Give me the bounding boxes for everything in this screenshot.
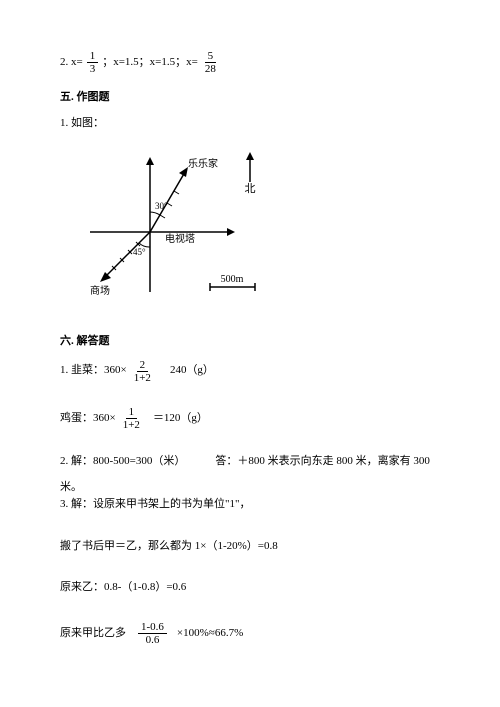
mall-line: 45° 商场: [90, 232, 150, 297]
angle30-label: 30°: [155, 201, 168, 211]
q2-frac2: 5 28: [202, 50, 219, 75]
north-arrow: 北: [245, 152, 256, 195]
sec6-q2-line1c: 米。: [60, 479, 440, 497]
sec6-q3-line4: 原来甲比乙多 1-0.6 0.6 ×100%≈66.7%: [60, 621, 440, 646]
north-label: 北: [245, 182, 256, 195]
lele-line: 乐乐家 30°: [150, 157, 218, 232]
diagram: 北 乐乐家 30°: [80, 142, 440, 319]
sec6-q1-line1: 1. 韭菜：360× 2 1+2 240（g）: [60, 359, 440, 384]
angle45-label: 45°: [133, 247, 146, 257]
q2-line: 2. x= 1 3 ；x=1.5；x=1.5；x= 5 28: [60, 50, 440, 75]
tower-label: 电视塔: [165, 232, 195, 245]
page: 2. x= 1 3 ；x=1.5；x=1.5；x= 5 28 五. 作图题 1.…: [0, 0, 500, 694]
scale: 500m: [210, 274, 255, 291]
section5-title: 五. 作图题: [60, 89, 440, 107]
mall-label: 商场: [90, 284, 110, 297]
sec6-q3-line2: 搬了书后甲＝乙，那么都为 1×（1-20%）=0.8: [60, 538, 440, 556]
scale-label: 500m: [221, 274, 244, 285]
sec6-q1-line2: 鸡蛋：360× 1 1+2 ＝120（g）: [60, 406, 440, 431]
q2-frac1: 1 3: [87, 50, 99, 75]
sec5-q1: 1. 如图：: [60, 115, 440, 133]
sec6-q3-line1: 3. 解：设原来甲书架上的书为单位"1"，: [60, 496, 440, 514]
sec6-q2-line1: 2. 解：800-500=300（米） 答：＋800 米表示向东走 800 米，…: [60, 453, 440, 471]
sec6-q1-frac1: 2 1+2: [131, 359, 154, 384]
sec6-q1-frac2: 1 1+2: [120, 406, 143, 431]
q2-pre: 2. x=: [60, 54, 83, 72]
lele-label: 乐乐家: [188, 157, 218, 170]
sec6-q3-frac: 1-0.6 0.6: [138, 621, 167, 646]
diagram-svg: 北 乐乐家 30°: [80, 142, 280, 312]
q2-mid: ；x=1.5；x=1.5；x=: [102, 54, 198, 72]
axes: [90, 157, 235, 292]
section6-title: 六. 解答题: [60, 333, 440, 351]
sec6-q3-line3: 原来乙：0.8-（1-0.8）=0.6: [60, 579, 440, 597]
